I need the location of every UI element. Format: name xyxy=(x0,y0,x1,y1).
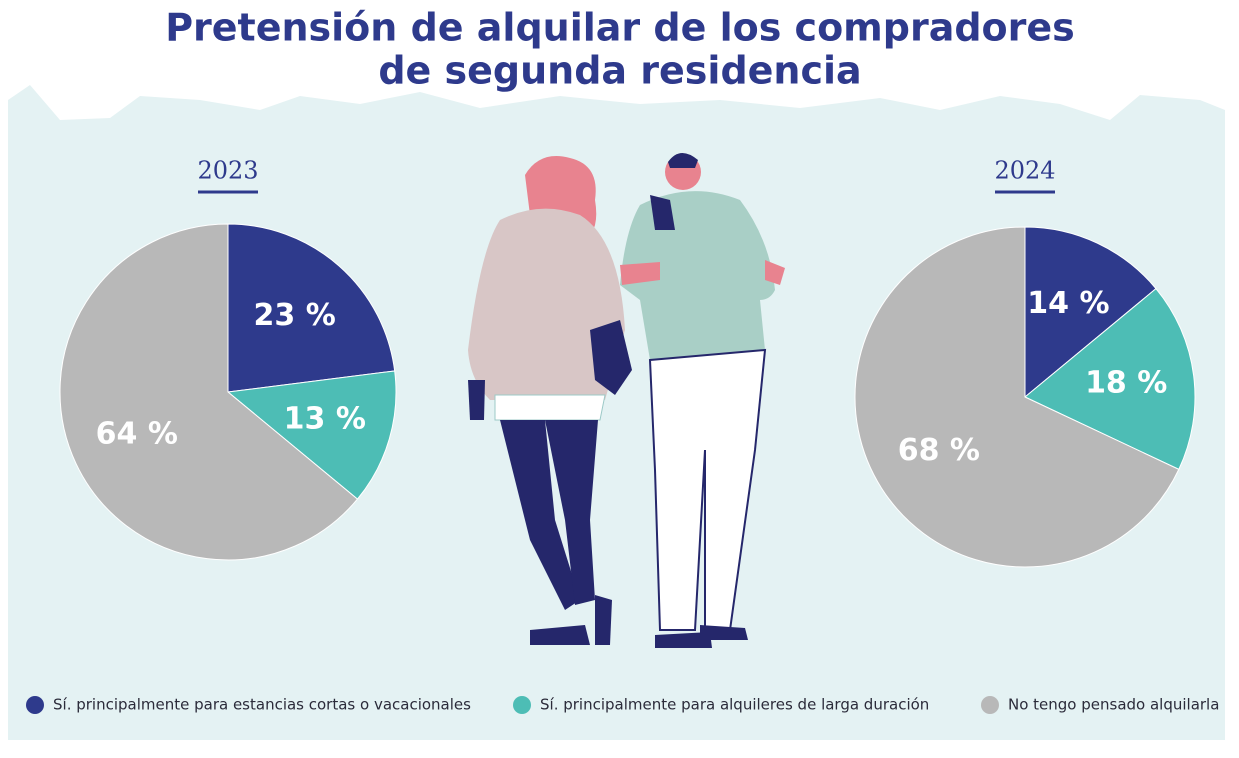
legend: Sí. principalmente para estancias cortas… xyxy=(26,696,1219,714)
slice-label: 18 % xyxy=(1085,366,1167,401)
legend-marker xyxy=(513,696,531,714)
slice-label: 14 % xyxy=(1027,286,1109,321)
pie-slice xyxy=(226,370,397,500)
year-label: 2023 xyxy=(197,157,258,185)
pie-slice xyxy=(854,226,1180,568)
pie-slice xyxy=(59,223,359,561)
slice-label: 68 % xyxy=(898,433,980,468)
illustration xyxy=(468,152,785,648)
legend-marker xyxy=(26,696,44,714)
title-line: Pretensión de alquilar de los compradore… xyxy=(165,6,1075,50)
slice-label: 64 % xyxy=(96,416,178,451)
legend-label: No tengo pensado alquilarla xyxy=(1008,696,1219,714)
legend-label: Sí. principalmente para estancias cortas… xyxy=(53,696,471,714)
legend-marker xyxy=(981,696,999,714)
title-line: de segunda residencia xyxy=(378,49,861,93)
slice-label: 13 % xyxy=(284,402,366,437)
year-label: 2024 xyxy=(994,157,1055,185)
pie-slice xyxy=(1024,226,1157,399)
legend-label: Sí. principalmente para alquileres de la… xyxy=(540,696,929,714)
pie-slice xyxy=(1024,287,1196,471)
slice-label: 23 % xyxy=(254,298,336,333)
pie-slice xyxy=(227,223,396,393)
